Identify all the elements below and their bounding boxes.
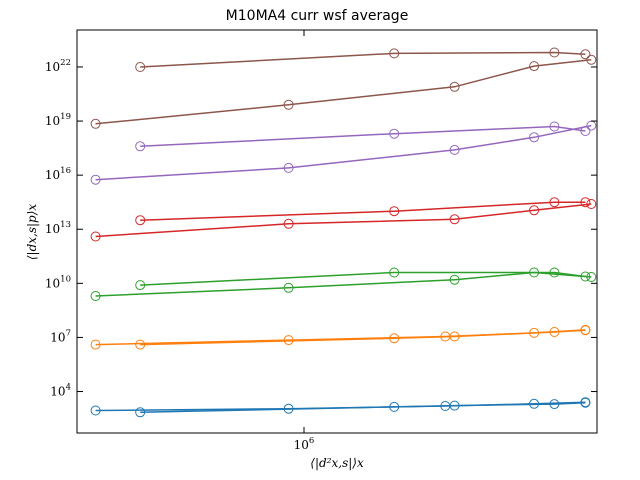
data-point-0-0 <box>90 405 101 416</box>
x-axis-label-text: ⟨|d²x,s|⟩x <box>310 456 364 470</box>
series-line-2 <box>95 329 586 346</box>
x-axis-label: ⟨|d²x,s|⟩x <box>310 456 364 470</box>
y-tick-label-4: 1016 <box>45 166 71 182</box>
series-line-5 <box>140 271 586 286</box>
series-line-7 <box>140 201 586 221</box>
data-point-11-3 <box>580 49 591 60</box>
series-line-0 <box>95 401 586 412</box>
data-point-5-1 <box>389 267 400 278</box>
data-point-7-1 <box>389 206 400 217</box>
data-point-5-3 <box>580 271 591 282</box>
y-tick-label-2: 1010 <box>45 274 71 290</box>
data-point-3-0 <box>135 339 146 350</box>
data-point-3-1 <box>389 333 400 344</box>
data-point-2-0 <box>90 339 101 350</box>
data-point-6-2 <box>449 214 460 225</box>
data-point-1-0 <box>135 407 146 418</box>
data-point-7-0 <box>135 215 146 226</box>
axes-frame <box>76 29 598 434</box>
axis-ticks: 104 107 1010 1013 1016 1019 1022 106 <box>45 30 597 452</box>
series-line-8 <box>95 124 592 181</box>
chart-title: M10MA4 curr wsf average <box>226 8 409 24</box>
data-point-10-3 <box>529 61 540 72</box>
data-point-3-4 <box>580 325 591 336</box>
data-point-9-1 <box>389 128 400 139</box>
series-line-10 <box>95 59 592 125</box>
data-point-8-1 <box>283 162 294 173</box>
plot-area <box>90 47 597 418</box>
data-point-1-4 <box>580 397 591 408</box>
data-point-10-0 <box>90 118 101 129</box>
data-point-7-2 <box>549 197 560 208</box>
data-point-8-3 <box>529 132 540 143</box>
data-point-4-2 <box>449 274 460 285</box>
data-point-6-4 <box>586 199 597 209</box>
series-line-3 <box>140 329 586 346</box>
data-point-1-2 <box>449 400 460 411</box>
data-point-4-0 <box>90 291 101 301</box>
data-point-5-0 <box>135 280 146 291</box>
data-point-1-1 <box>389 401 400 412</box>
data-point-6-3 <box>529 205 540 216</box>
series-line-9 <box>140 125 586 148</box>
data-point-4-4 <box>586 272 597 282</box>
y-axis-label-text: ⟨|dx,s|p⟩x <box>25 204 39 261</box>
y-tick-label-1: 107 <box>50 328 71 344</box>
data-point-3-3 <box>549 327 560 337</box>
data-point-11-0 <box>135 62 146 72</box>
data-point-3-2 <box>449 331 460 342</box>
y-tick-label-5: 1019 <box>45 112 71 128</box>
series-line-6 <box>95 203 592 238</box>
data-point-6-1 <box>283 218 294 229</box>
data-point-8-0 <box>90 174 101 185</box>
data-point-10-4 <box>586 54 597 65</box>
data-point-10-1 <box>283 99 294 110</box>
data-point-11-2 <box>549 47 560 58</box>
data-point-8-2 <box>449 144 460 155</box>
data-point-1-3 <box>549 399 560 410</box>
data-point-9-3 <box>580 126 591 136</box>
y-axis-label: ⟨|dx,s|p⟩x <box>25 204 39 261</box>
y-tick-label-3: 1013 <box>45 220 71 236</box>
y-tick-label-6: 1022 <box>45 58 71 74</box>
series-line-4 <box>95 271 592 297</box>
y-tick-label-0: 104 <box>50 383 71 399</box>
data-point-6-0 <box>90 231 101 242</box>
series-line-11 <box>140 51 586 68</box>
data-point-5-2 <box>549 267 560 278</box>
series-line-1 <box>140 401 586 414</box>
data-point-10-2 <box>449 81 460 92</box>
data-point-11-1 <box>389 48 400 59</box>
data-point-9-2 <box>549 121 560 132</box>
data-point-7-3 <box>580 197 591 208</box>
x-tick-label-0: 106 <box>294 436 315 452</box>
data-point-9-0 <box>135 141 146 152</box>
data-point-4-1 <box>283 282 294 293</box>
